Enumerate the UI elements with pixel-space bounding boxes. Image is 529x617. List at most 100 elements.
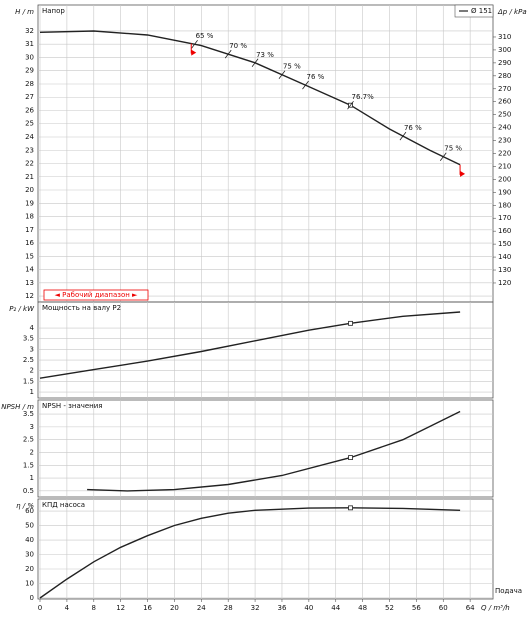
panel-frame (37, 399, 494, 498)
y-tick-label: 26 (25, 106, 34, 114)
efficiency-label: 75 % (444, 145, 462, 153)
panel-frame (37, 301, 494, 399)
y-tick-label: 40 (25, 536, 34, 544)
efficiency-tick (302, 80, 309, 90)
x-tick-label: 0 (38, 604, 42, 612)
x-tick-label: 4 (65, 604, 70, 612)
y2-tick-label: 120 (498, 279, 511, 287)
efficiency-label: 65 % (196, 32, 214, 40)
y2-tick-label: 300 (498, 46, 511, 54)
x-tick-label: 16 (143, 604, 152, 612)
range-label: ◄ Рабочий диапазон ► (55, 291, 139, 299)
curve (39, 311, 461, 379)
y-tick-label: 17 (25, 226, 34, 234)
duty-point (348, 455, 353, 460)
panel-title: КПД насоса (42, 501, 85, 509)
x-tick-label: 56 (412, 604, 421, 612)
y2-tick-label: 140 (498, 253, 511, 261)
y-tick-label: 20 (25, 186, 34, 194)
x-tick-label: 20 (170, 604, 179, 612)
y2-tick-label: 170 (498, 214, 511, 222)
y2-tick-label: 240 (498, 124, 511, 132)
y-tick-label: 21 (25, 173, 34, 181)
y-tick-label: 18 (25, 213, 34, 221)
y2-tick-label: 310 (498, 33, 511, 41)
x-tick-label: 48 (358, 604, 367, 612)
panel-title: NPSH - значения (42, 402, 103, 410)
y-tick-label: 16 (25, 239, 34, 247)
y-tick-label: 3 (30, 345, 34, 353)
range-marker (460, 170, 466, 177)
y2-axis-label: Δp / kPa (497, 8, 527, 16)
efficiency-label: 76 % (306, 73, 324, 81)
curve (39, 507, 461, 599)
y-tick-label: 10 (25, 579, 34, 587)
y-tick-label: 12 (25, 292, 34, 300)
efficiency-tick (224, 49, 232, 59)
efficiency-label: 75 % (283, 63, 301, 71)
y-tick-label: 23 (25, 146, 34, 154)
y-tick-label: 1.5 (23, 461, 34, 469)
y2-tick-label: 150 (498, 240, 511, 248)
x-tick-label: 36 (278, 604, 287, 612)
y-tick-label: 2.5 (23, 356, 34, 364)
x-tick-label: 8 (92, 604, 96, 612)
efficiency-tick (347, 100, 354, 110)
y2-tick-label: 290 (498, 59, 511, 67)
y-tick-label: 1 (30, 474, 34, 482)
y-tick-label: 22 (25, 160, 34, 168)
efficiency-label: 76.7% (352, 93, 375, 101)
y2-tick-label: 220 (498, 150, 511, 158)
x-tick-label: 44 (331, 604, 340, 612)
y-tick-label: 2 (30, 367, 34, 375)
efficiency-tick (278, 70, 286, 79)
y-tick-label: 50 (25, 522, 34, 530)
y-tick-label: 30 (25, 551, 34, 559)
y-tick-label: 1 (30, 388, 34, 396)
x-tick-label: 64 (466, 604, 475, 612)
y-axis-label: η / % (16, 502, 34, 510)
y-tick-label: 28 (25, 80, 34, 88)
y-tick-label: 3.5 (23, 410, 34, 418)
y-axis-label: NPSH / m (1, 403, 34, 411)
y-axis-label: H / m (15, 8, 34, 16)
y-tick-label: 0 (30, 594, 34, 602)
y2-tick-label: 190 (498, 188, 511, 196)
y2-tick-label: 260 (498, 98, 511, 106)
y-tick-label: 2 (30, 448, 34, 456)
y-tick-label: 29 (25, 67, 34, 75)
duty-point (348, 505, 353, 511)
y-tick-label: 32 (25, 27, 34, 35)
range-marker (191, 49, 197, 56)
y2-tick-label: 200 (498, 175, 511, 183)
duty-point (348, 320, 353, 326)
efficiency-tick (191, 39, 198, 49)
y-tick-label: 20 (25, 565, 34, 573)
y-tick-label: 4 (30, 324, 35, 332)
x-tick-label: 52 (385, 604, 394, 612)
y-tick-label: 13 (25, 279, 34, 287)
curve (39, 30, 461, 166)
y-tick-label: 27 (25, 93, 34, 101)
y-tick-label: 1.5 (23, 377, 34, 385)
y2-tick-label: 270 (498, 85, 511, 93)
y2-tick-label: 160 (498, 227, 511, 235)
efficiency-label: 73 % (256, 51, 274, 59)
y-tick-label: 60 (25, 507, 34, 515)
y-tick-label: 2.5 (23, 436, 34, 444)
y-tick-label: 3 (30, 423, 34, 431)
y2-tick-label: 210 (498, 162, 511, 170)
efficiency-label: 70 % (229, 42, 247, 50)
y-axis-label: P₂ / kW (9, 305, 35, 313)
panel-frame (37, 4, 494, 303)
x-tick-label: 24 (197, 604, 206, 612)
x-axis-label: Q / m³/h (481, 604, 510, 612)
x-tick-label: 28 (224, 604, 233, 612)
x-tick-label: 32 (251, 604, 260, 612)
curve (87, 410, 461, 492)
y2-tick-label: 230 (498, 137, 511, 145)
y-tick-label: 19 (25, 199, 34, 207)
efficiency-tick (251, 58, 259, 68)
